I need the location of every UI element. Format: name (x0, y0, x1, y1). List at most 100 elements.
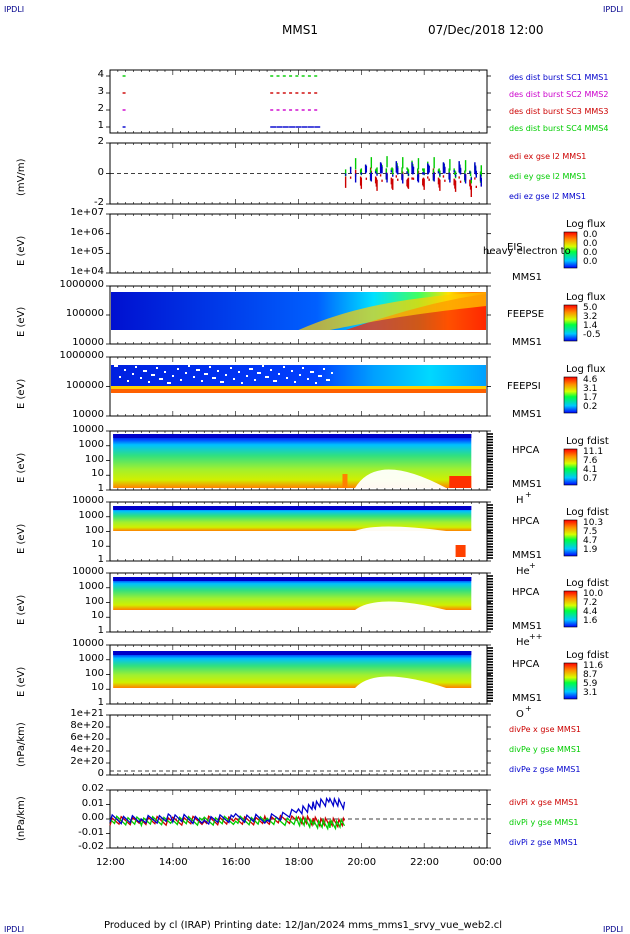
hpca-he-hot-tail (455, 545, 466, 557)
divpi-ytick-label: 0.01 (81, 797, 104, 809)
burst-mark (122, 126, 126, 128)
feepsi-gap (283, 366, 285, 368)
edi-legend-1: edi ex gse l2 MMS1 (509, 152, 587, 161)
hpca_o-ytick-label: 1000 (78, 652, 104, 664)
divpi-legend-3: divPi z gse MMS1 (509, 838, 578, 847)
feepse-colorbar-title: Log flux (566, 292, 606, 303)
burst-mark (295, 109, 299, 111)
feepsi-colorbar-value: 1.7 (583, 393, 598, 403)
divpi-ytick-label: 0.02 (81, 783, 104, 794)
hpca_o-colorbar-value: 3.1 (583, 688, 598, 698)
hpca_h-colorbar-title: Log fdist (566, 436, 609, 447)
feepsi-gap (198, 369, 200, 371)
spacecraft-title: MMS1 (282, 23, 318, 37)
feepsi-gap (201, 380, 203, 382)
divpe-ytick-label: 8e+20 (70, 720, 104, 731)
feepsi-gap (217, 370, 219, 372)
feepsi-gap (145, 370, 147, 372)
feepsi-gap (267, 376, 269, 378)
burst-mark (282, 92, 286, 94)
eis-spacecraft-label: MMS1 (512, 271, 542, 283)
eis-colorbar-value: 0.0 (583, 239, 598, 249)
edi-legend-2: edi ey gse l2 MMS1 (509, 172, 587, 181)
feepsi-gap (249, 368, 251, 370)
feepsi-colorbar-value: 3.1 (583, 384, 598, 394)
feepsi-gap (116, 365, 118, 367)
divpe-ytick-label: 2e+20 (70, 756, 104, 767)
burst-mark (282, 126, 289, 128)
corner-mark-top-left: IPDLI (4, 5, 25, 14)
divpe-ytick-label: 4e+20 (70, 744, 104, 755)
feepsi-gap (225, 374, 227, 376)
feepsi-gap (127, 380, 129, 382)
feepsi-gap (312, 371, 314, 373)
burst-mark (122, 92, 126, 94)
feepsi-gap (188, 365, 190, 367)
feepse-ytick-label: 10000 (72, 337, 104, 348)
hpca_he-colorbar (563, 519, 578, 557)
eis-y-axis-label: E (eV) (16, 235, 27, 266)
burst-mark (282, 109, 286, 111)
feepsi-gap (275, 380, 277, 382)
divpe-ytick-label: 1e+21 (70, 708, 104, 719)
feepsi-colorbar-title: Log flux (566, 364, 606, 375)
hpca_h-charge-label: + (525, 489, 532, 499)
feepsi-gap (302, 367, 304, 369)
divpi-series-2 (109, 815, 346, 831)
burst-mark (276, 92, 280, 94)
footer-text: Produced by cl (IRAP) Printing date: 12/… (104, 920, 503, 931)
feepsi-gap (328, 379, 330, 381)
divpe-legend-2: divPe y gse MMS1 (509, 745, 581, 754)
feepsi-low-band-2 (111, 386, 486, 389)
hpca_h-ytick-label: 10000 (72, 424, 104, 435)
eis-instrument-label: EIS (507, 241, 523, 253)
date-title: 07/Dec/2018 12:00 (428, 23, 544, 37)
feepsi-gap (246, 375, 248, 377)
eis-ytick-label: 1e+06 (70, 226, 104, 238)
hpca_o-ytick-label: 100 (84, 667, 104, 679)
hpca_he-ytick-label: 100 (84, 524, 104, 536)
burst-mark (276, 75, 280, 77)
hpca_he2-heatmap-gap (355, 601, 447, 610)
hpca_he-ytick-label: 1 (97, 554, 104, 565)
feepsi-gap (156, 367, 158, 369)
hpca_he2-colorbar-value: 1.6 (583, 616, 598, 626)
burst-ytick-label: 3 (97, 86, 104, 97)
hpca_h-ytick-label: 1000 (78, 438, 104, 450)
burst-legend-2: des dist burst SC2 MMS2 (509, 90, 609, 99)
feepse-colorbar-value: -0.5 (583, 330, 601, 340)
feepsi-gap (143, 370, 145, 372)
hpca_h-colorbar-value: 7.6 (583, 456, 598, 466)
hpca_o-colorbar-value: 8.7 (583, 670, 598, 680)
feepsi-gap (320, 375, 322, 377)
burst-mark (276, 126, 283, 128)
divpi-ytick-label: -0.01 (78, 826, 104, 838)
burst-ytick-label: 4 (97, 69, 104, 80)
burst-mark (270, 75, 274, 77)
hpca_he2-heatmap-top (113, 577, 472, 581)
feepse-ytick-label: 1000000 (59, 279, 104, 290)
hpca_o-instrument-label: HPCA (512, 658, 540, 670)
edi-ytick-label: 2 (97, 136, 104, 147)
hpca_o-y-axis-label: E (eV) (16, 666, 27, 697)
hpca_he2-ytick-label: 10000 (72, 566, 104, 577)
feepsi-gap (310, 371, 312, 373)
hpca_o-heatmap-gap (355, 676, 447, 688)
hpca_h-colorbar-value: 11.1 (583, 447, 604, 457)
hpca_he-ytick-label: 1000 (78, 509, 104, 521)
eis-ytick-label: 1e+07 (70, 207, 104, 218)
feepsi-gap (326, 379, 328, 381)
feepsi-gap (214, 377, 216, 379)
hpca_h-ytick-label: 10 (91, 468, 104, 480)
hpca_he-charge-label: + (529, 560, 536, 570)
feepse-colorbar-value: 5.0 (583, 303, 598, 313)
burst-mark (289, 92, 293, 94)
burst-mark (289, 126, 296, 128)
burst-mark (270, 126, 277, 128)
feepsi-gap (299, 374, 301, 376)
feepsi-gap (193, 376, 195, 378)
feepse-colorbar-value: 3.2 (583, 312, 598, 322)
feepsi-gap (307, 378, 309, 380)
edi-ytick-label: -2 (94, 197, 104, 208)
feepsi-gap (159, 378, 161, 380)
